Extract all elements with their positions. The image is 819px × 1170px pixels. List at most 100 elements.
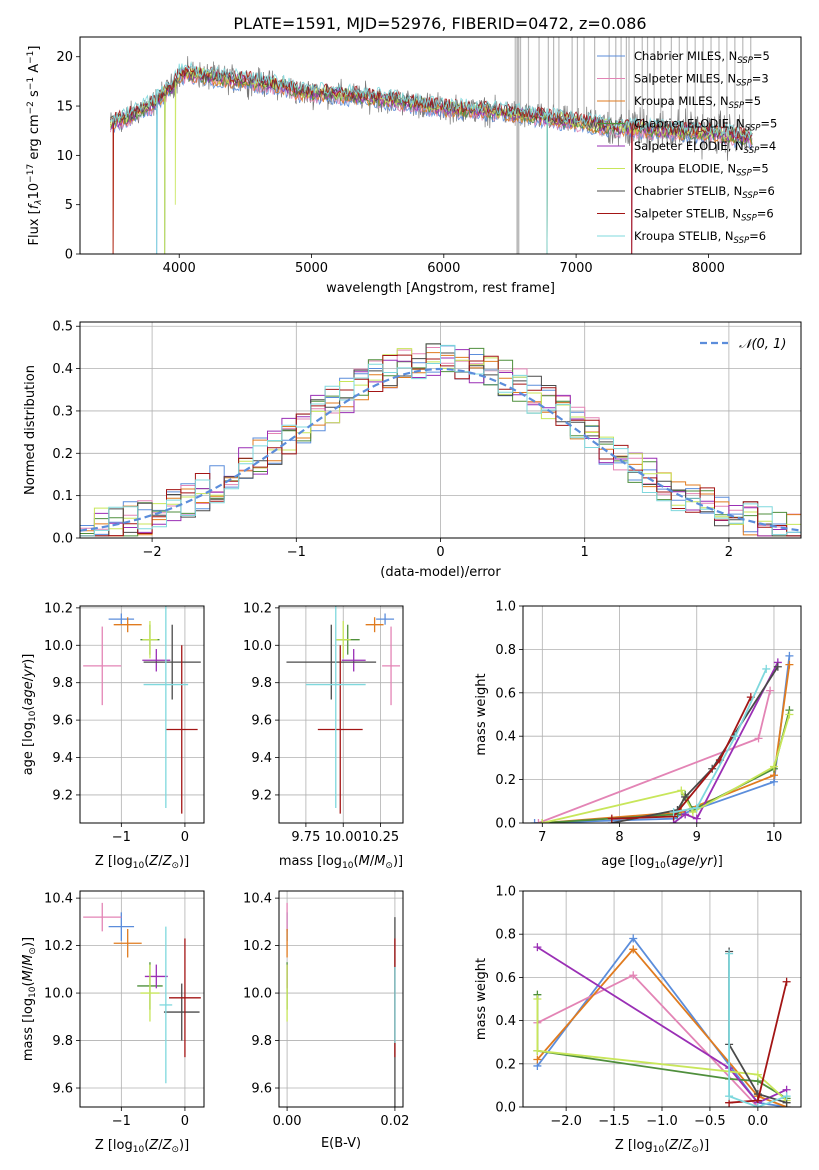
axes-age-weight: 7 8 9 10 0.0 0.2 0.4 0.6 0.8 1.0 xyxy=(495,600,801,845)
weight-marker-kroupa_stelib xyxy=(669,808,678,817)
weight-marker-kroupa_elodie xyxy=(769,762,778,771)
weight-marker-salpeter_stelib xyxy=(607,814,616,823)
weight-marker-kroupa_elodie xyxy=(533,995,542,1003)
legend-label-chabrier_elodie: Chabrier ELODIE, NSSP=5 xyxy=(634,117,777,134)
y-tick-label: 0.4 xyxy=(495,730,516,745)
plot-area-residuals xyxy=(80,343,801,537)
y-tick-label: 9.6 xyxy=(52,1082,73,1097)
x-tick-label: 2 xyxy=(725,545,733,560)
z-age-x-label: Z [log10(Z/Z⊙)] xyxy=(95,854,189,871)
mass-age-x-label: mass [log10(M/M⊙)] xyxy=(279,854,403,871)
y-tick-label: 0.8 xyxy=(495,643,516,658)
y-tick-label: 10.2 xyxy=(243,601,272,616)
weight-line-salpeter_stelib xyxy=(611,696,752,820)
y-tick-label: 0.2 xyxy=(495,773,516,788)
weight-marker-kroupa_elodie xyxy=(533,1046,542,1055)
y-tick-label: 9.2 xyxy=(52,788,73,803)
y-tick-label: 0.0 xyxy=(52,532,73,547)
y-tick-label: 9.8 xyxy=(52,676,73,691)
weight-marker-salpeter_miles xyxy=(534,819,543,823)
legend-label-salpeter_miles: Salpeter MILES, NSSP=3 xyxy=(634,72,769,89)
plot-area-z-mass xyxy=(83,902,201,1084)
weight-marker-kroupa_elodie xyxy=(538,819,547,823)
weight-line-salpeter_miles xyxy=(536,974,759,1107)
weight-marker-salpeter_miles xyxy=(629,971,638,980)
ebv-mass-x-label: E(B-V) xyxy=(321,1136,361,1151)
y-tick-label: 0.2 xyxy=(495,1057,516,1072)
axes-spectrum: 4000 5000 6000 7000 8000 0 5 10 15 20 xyxy=(56,50,724,276)
plot-area-z-weight xyxy=(533,934,791,1107)
residuals-y-label: Normed distribution xyxy=(23,365,38,495)
weight-marker-salpeter_miles xyxy=(766,686,775,695)
weight-marker-kroupa_stelib xyxy=(782,1092,791,1101)
x-tick-label: 7 xyxy=(538,830,546,845)
y-tick-label: 0.4 xyxy=(52,362,73,377)
histogram-kroupa_stelib xyxy=(80,344,801,537)
legend-label-chabrier_stelib: Chabrier STELIB, NSSP=6 xyxy=(634,184,775,201)
x-tick-label: 9 xyxy=(693,830,701,845)
weight-marker-kroupa_elodie xyxy=(688,808,697,817)
z-mass-x-label: Z [log10(Z/Z⊙)] xyxy=(95,1138,189,1155)
z-mass-y-label: mass [log10(M/M⊙)] xyxy=(21,937,38,1061)
x-tick-label: 0 xyxy=(181,1114,189,1129)
weight-marker-kroupa_stelib xyxy=(753,1103,762,1107)
weight-line-chabrier_elodie xyxy=(542,709,791,823)
x-tick-label: 8 xyxy=(615,830,623,845)
weight-line-chabrier_stelib xyxy=(611,666,779,823)
weight-marker-kroupa_elodie xyxy=(785,710,794,719)
x-tick-label: 0.02 xyxy=(380,1114,409,1129)
y-tick-label: 5 xyxy=(65,198,73,213)
weight-marker-chabrier_miles xyxy=(629,934,638,943)
weight-marker-salpeter_stelib xyxy=(782,977,791,986)
y-tick-label: 0.0 xyxy=(495,1101,516,1116)
x-tick-label: −2 xyxy=(143,545,162,560)
weight-marker-chabrier_miles xyxy=(530,819,539,823)
weight-marker-chabrier_stelib xyxy=(773,662,782,671)
weight-marker-kroupa_elodie xyxy=(753,1070,762,1079)
plot-area-age-weight xyxy=(530,651,794,823)
y-tick-label: 10.2 xyxy=(44,601,73,616)
axes-z-age: −1 0 9.2 9.4 9.6 9.8 10.0 10.2 xyxy=(44,601,204,845)
plot-area-ebv-mass xyxy=(286,902,396,1107)
weight-marker-kroupa_elodie xyxy=(677,786,686,795)
y-tick-label: 20 xyxy=(56,50,73,65)
x-tick-label: 8000 xyxy=(692,261,725,276)
legend-label-salpeter_elodie: Salpeter ELODIE, NSSP=4 xyxy=(634,139,776,156)
legend-label-salpeter_stelib: Salpeter STELIB, NSSP=6 xyxy=(634,207,774,224)
axes-frame-mass-age xyxy=(278,605,404,824)
plot-area-mass-age xyxy=(286,606,401,814)
y-tick-label: 0.5 xyxy=(52,320,73,335)
y-tick-label: 1.0 xyxy=(495,885,516,900)
y-tick-label: 0.6 xyxy=(495,686,516,701)
y-tick-label: 9.4 xyxy=(251,751,272,766)
z-age-y-label: age [log10(age/yr)] xyxy=(21,654,38,776)
x-tick-label: −1 xyxy=(287,545,306,560)
x-tick-label: 10 xyxy=(766,830,783,845)
y-tick-label: 10.0 xyxy=(243,639,272,654)
x-tick-label: 9.75 xyxy=(291,830,320,845)
x-tick-label: 7000 xyxy=(560,261,593,276)
legend-label-kroupa_elodie: Kroupa ELODIE, NSSP=5 xyxy=(634,162,769,179)
weight-line-salpeter_elodie xyxy=(536,946,787,1104)
x-tick-label: −1.0 xyxy=(646,1114,678,1129)
x-tick-label: −1 xyxy=(112,830,131,845)
age-weight-y-label: mass weight xyxy=(474,673,489,755)
weight-line-salpeter_elodie xyxy=(673,661,779,823)
y-tick-label: 10.2 xyxy=(44,939,73,954)
weight-line-kroupa_stelib xyxy=(728,953,787,1107)
weight-marker-salpeter_elodie xyxy=(533,943,542,952)
weight-marker-kroupa_stelib xyxy=(762,664,771,673)
model-spectrum-salpeter_stelib xyxy=(110,65,753,254)
y-tick-label: 0.2 xyxy=(52,447,73,462)
axes-z-mass: −1 0 9.6 9.8 10.0 10.2 10.4 xyxy=(44,891,204,1129)
legend-label-gaussian: 𝒩(0, 1) xyxy=(739,337,786,352)
x-tick-label: 1 xyxy=(581,545,589,560)
weight-marker-kroupa_stelib xyxy=(731,732,740,741)
axes-frame-residuals xyxy=(79,321,802,539)
y-tick-label: 10.0 xyxy=(243,987,272,1002)
gaussian-curve xyxy=(80,367,801,532)
weight-marker-salpeter_elodie xyxy=(692,814,701,823)
weight-marker-chabrier_stelib xyxy=(681,792,690,801)
axes-frame-z-weight xyxy=(522,890,802,1108)
spectrum-y-label: Flux [fλ10−17 erg cm−2 s−1 A−1] xyxy=(26,46,44,246)
